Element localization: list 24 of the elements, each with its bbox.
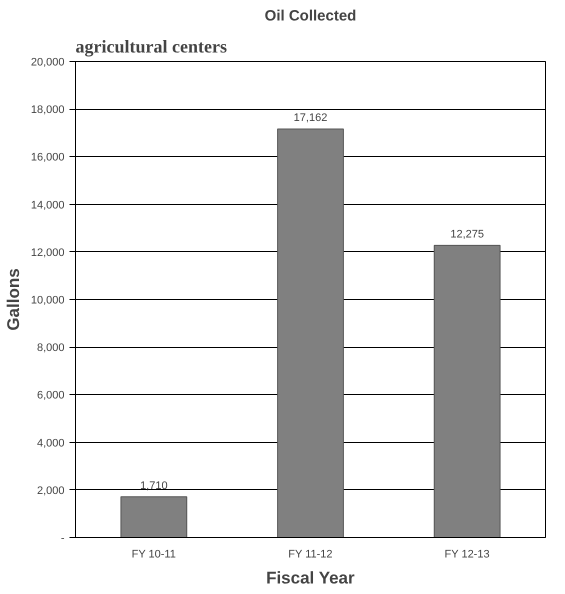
bar: [277, 128, 344, 538]
x-tick-label: FY 12-13: [444, 548, 490, 560]
y-axis-title: Gallons: [4, 268, 23, 331]
bar: [434, 244, 501, 538]
y-tick-label: 18,000: [30, 104, 65, 116]
y-tick-label: 20,000: [30, 56, 65, 68]
y-tick-label: 16,000: [30, 152, 65, 164]
y-tick-label: 2,000: [36, 484, 65, 497]
y-tick-label: 6,000: [36, 390, 65, 402]
text: agricultural centers: [76, 36, 227, 56]
y-tick-label: 8,000: [36, 342, 65, 354]
y-tick-label: 10,000: [30, 294, 65, 306]
y-tick-label: -: [60, 532, 65, 544]
data-label: 1,710: [140, 480, 168, 492]
y-tick-label: 12,000: [30, 246, 65, 259]
y-tick-label: 4,000: [36, 437, 65, 450]
y-tick-label: 14,000: [30, 199, 65, 212]
bar: [120, 496, 188, 538]
x-tick-label: FY 10-11: [132, 548, 176, 560]
x-tick-label: FY 11-12: [288, 548, 333, 560]
chart-title: Oil Collected: [264, 8, 356, 24]
data-label: 17,162: [294, 112, 328, 124]
data-label: 12,275: [450, 228, 484, 240]
x-axis-title: Fiscal Year: [266, 568, 355, 588]
